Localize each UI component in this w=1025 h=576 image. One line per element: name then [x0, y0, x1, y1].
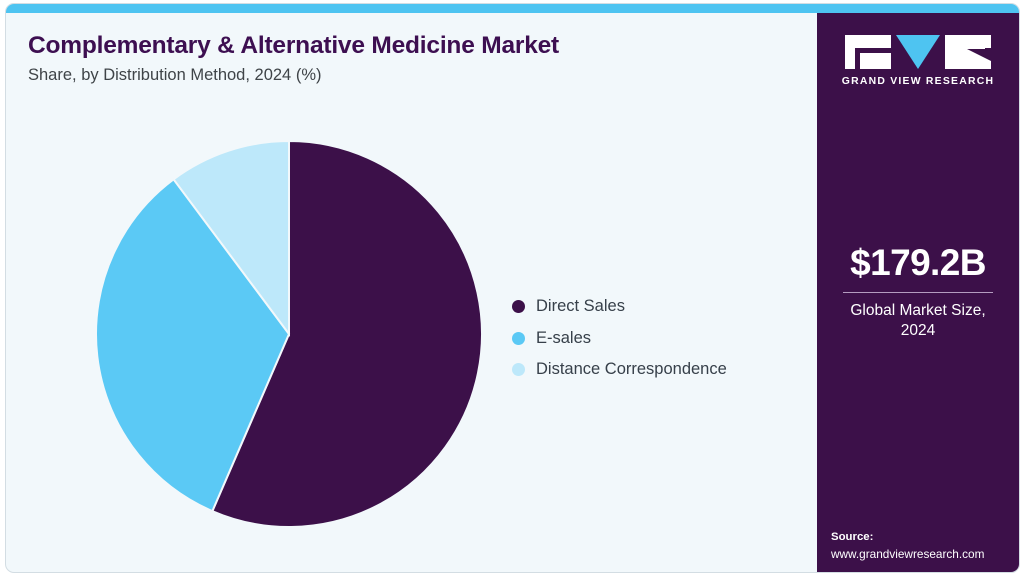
stat-divider [843, 291, 993, 293]
legend-label: Direct Sales [536, 297, 625, 316]
pie-slice[interactable] [172, 139, 290, 338]
pie-slice[interactable] [95, 177, 291, 513]
logo-wordmark: GRAND VIEW RESEARCH [841, 76, 995, 87]
chart-pane: Complementary & Alternative Medicine Mar… [6, 13, 818, 572]
legend-label: Distance Correspondence [536, 360, 727, 379]
stat-value: $179.2B [850, 242, 986, 283]
legend-item[interactable]: Distance Correspondence [512, 354, 727, 386]
pie-slice[interactable] [211, 139, 483, 528]
logo-r-icon [945, 35, 991, 69]
legend-swatch-icon [512, 363, 525, 377]
logo-g-icon [845, 35, 891, 69]
infographic-card: Complementary & Alternative Medicine Mar… [5, 3, 1020, 573]
stat-panel: GRAND VIEW RESEARCH $179.2B Global Marke… [817, 13, 1019, 572]
source-url[interactable]: www.grandviewresearch.com [831, 546, 985, 561]
brand-logo: GRAND VIEW RESEARCH [817, 35, 1019, 87]
page-subtitle: Share, by Distribution Method, 2024 (%) [28, 66, 322, 84]
market-size-stat: $179.2B Global Market Size, 2024 [817, 242, 1019, 341]
logo-marks [845, 35, 991, 69]
stat-caption: Global Market Size, 2024 [850, 301, 986, 339]
top-accent-bar [6, 4, 1019, 13]
legend-swatch-icon [512, 331, 525, 345]
legend-label: E-sales [536, 328, 592, 347]
logo-triangle-icon [896, 35, 940, 69]
chart-legend: Direct Sales E-sales Distance Corresponden… [512, 291, 727, 386]
legend-item[interactable]: Direct Sales [512, 291, 727, 323]
legend-item[interactable]: E-sales [512, 323, 727, 355]
pie-chart [94, 139, 484, 529]
source-label: Source: [831, 531, 874, 543]
legend-swatch-icon [512, 300, 525, 314]
page-title: Complementary & Alternative Medicine Mar… [28, 32, 560, 59]
source-block: Source: www.grandviewresearch.com [831, 529, 1011, 563]
pie-chart-svg [95, 139, 483, 528]
